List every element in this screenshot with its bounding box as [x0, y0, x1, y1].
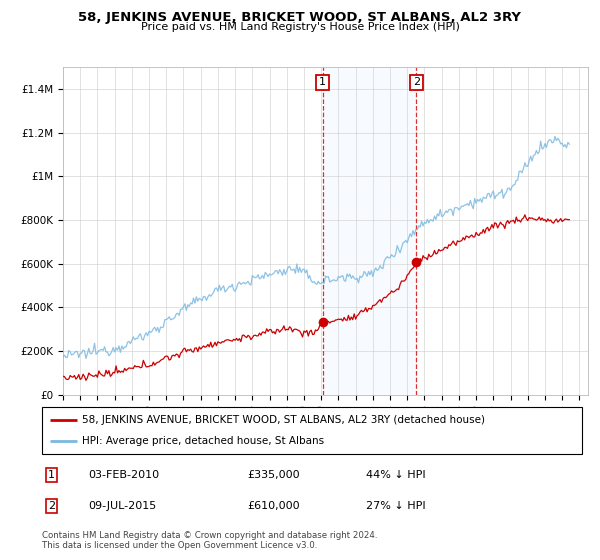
Text: 2: 2 [48, 501, 55, 511]
Text: Contains HM Land Registry data © Crown copyright and database right 2024.
This d: Contains HM Land Registry data © Crown c… [42, 531, 377, 550]
Text: 2: 2 [413, 77, 420, 87]
Text: 58, JENKINS AVENUE, BRICKET WOOD, ST ALBANS, AL2 3RY: 58, JENKINS AVENUE, BRICKET WOOD, ST ALB… [79, 11, 521, 24]
Text: 27% ↓ HPI: 27% ↓ HPI [366, 501, 425, 511]
Text: Price paid vs. HM Land Registry's House Price Index (HPI): Price paid vs. HM Land Registry's House … [140, 22, 460, 32]
Text: £335,000: £335,000 [247, 470, 300, 480]
Text: £610,000: £610,000 [247, 501, 300, 511]
Text: 09-JUL-2015: 09-JUL-2015 [88, 501, 156, 511]
Text: 03-FEB-2010: 03-FEB-2010 [88, 470, 159, 480]
Text: 58, JENKINS AVENUE, BRICKET WOOD, ST ALBANS, AL2 3RY (detached house): 58, JENKINS AVENUE, BRICKET WOOD, ST ALB… [83, 414, 485, 424]
Text: 1: 1 [319, 77, 326, 87]
FancyBboxPatch shape [42, 407, 582, 454]
Text: 1: 1 [48, 470, 55, 480]
Text: HPI: Average price, detached house, St Albans: HPI: Average price, detached house, St A… [83, 436, 325, 446]
Text: 44% ↓ HPI: 44% ↓ HPI [366, 470, 425, 480]
Bar [323, 67, 416, 395]
